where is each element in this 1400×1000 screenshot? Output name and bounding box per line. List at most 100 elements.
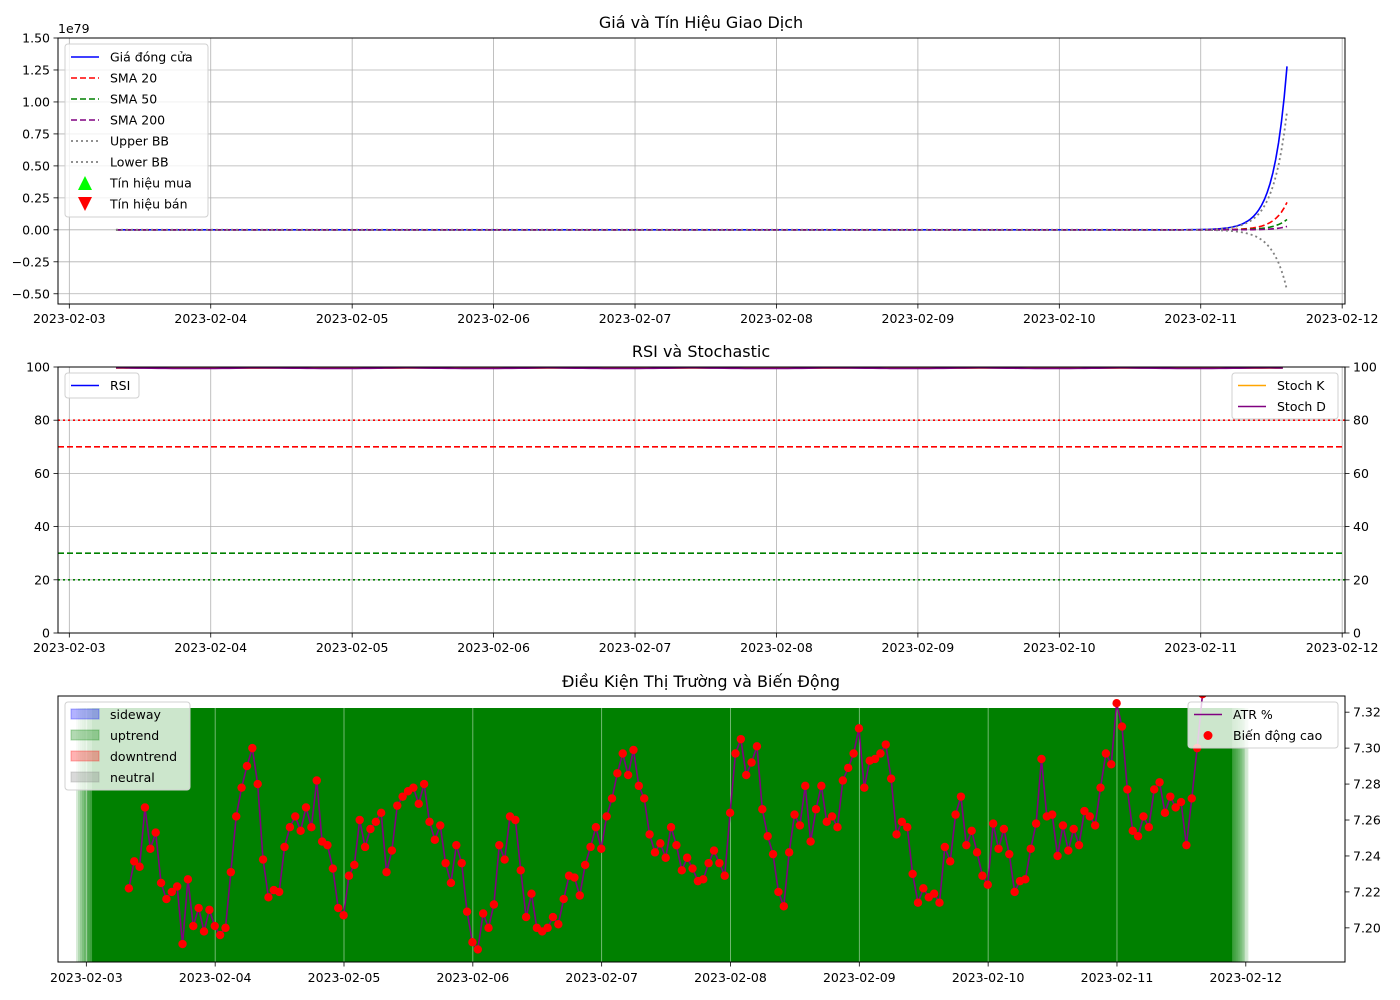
volatility-x-tick-label: 2023-02-03 [50, 970, 123, 985]
high-volatility-point [382, 867, 391, 877]
high-volatility-point [983, 880, 992, 889]
high-volatility-point [1144, 823, 1154, 832]
price-series-line [115, 66, 1288, 231]
high-volatility-point [140, 803, 150, 812]
high-volatility-point [822, 817, 831, 827]
high-volatility-point [323, 840, 332, 850]
high-volatility-point [516, 866, 525, 875]
volatility-x-tick-label: 2023-02-10 [952, 970, 1025, 985]
price-x-tick-label: 2023-02-09 [882, 311, 955, 326]
high-volatility-point [242, 761, 252, 771]
high-volatility-point [709, 846, 719, 855]
volatility-x-tick-label: 2023-02-07 [565, 970, 638, 985]
high-volatility-point [414, 799, 423, 809]
high-volatility-point [511, 815, 520, 825]
high-volatility-point [1123, 785, 1132, 794]
uptrend-band [92, 708, 1233, 962]
high-volatility-point [430, 835, 440, 844]
high-volatility-point [301, 803, 311, 812]
high-volatility-point [597, 844, 606, 853]
high-volatility-point [1096, 783, 1105, 792]
high-volatility-point [205, 905, 214, 915]
high-volatility-point [285, 823, 295, 832]
high-volatility-point [1048, 810, 1057, 819]
price-series-line [115, 111, 1288, 231]
high-volatility-point [1101, 749, 1111, 758]
high-volatility-point [704, 858, 713, 868]
high-volatility-point [151, 828, 160, 837]
high-volatility-point [468, 938, 477, 947]
legend-downtrend-swatch [70, 750, 100, 762]
high-volatility-point [929, 889, 939, 898]
high-volatility-point [715, 858, 724, 868]
legend-close-label: Giá đóng cửa [110, 50, 193, 65]
price-y-tick-label: 0.25 [22, 190, 50, 205]
high-volatility-point [135, 862, 144, 871]
high-volatility-point [495, 840, 504, 850]
uptrend-band-edge [1232, 708, 1241, 962]
oscillator-x-tick-label: 2023-02-10 [1023, 640, 1096, 655]
high-volatility-point [1155, 778, 1164, 787]
price-y-tick-label: 1.00 [22, 94, 50, 109]
oscillator-y2-tick-label: 0 [1353, 626, 1361, 641]
high-volatility-point [784, 848, 794, 857]
volatility-chart-title: Điều Kiện Thị Trường và Biến Động [562, 672, 840, 691]
high-volatility-point [258, 855, 268, 864]
high-volatility-point [790, 810, 799, 819]
high-volatility-point [226, 867, 236, 877]
legend-sma50-label: SMA 50 [110, 92, 157, 107]
high-volatility-point [988, 819, 998, 828]
price-x-tick-label: 2023-02-06 [457, 311, 530, 326]
high-volatility-point [559, 894, 568, 904]
price-series-line [115, 218, 1288, 231]
high-volatility-point [774, 887, 783, 897]
price-y-tick-label: 0.75 [22, 126, 50, 141]
legend-high-volatility-dot-icon [1203, 731, 1213, 740]
high-volatility-point [1005, 849, 1014, 859]
high-volatility-point [1150, 785, 1159, 794]
oscillator-x-tick-label: 2023-02-11 [1164, 640, 1237, 655]
legend-neutral-label: neutral [110, 770, 155, 785]
market-condition-legend: sideway uptrend downtrend neutral [64, 701, 191, 791]
uptrend-band-edge [1232, 708, 1243, 962]
legend-uptrend-swatch [70, 729, 100, 741]
high-volatility-point [124, 884, 134, 893]
high-volatility-point [1085, 812, 1094, 821]
high-volatility-point [248, 743, 257, 753]
price-x-tick-label: 2023-02-11 [1164, 311, 1237, 326]
high-volatility-point [484, 923, 493, 933]
uptrend-band-edge [1232, 708, 1245, 962]
high-volatility-point [919, 884, 928, 893]
high-volatility-point [844, 763, 853, 773]
high-volatility-point [817, 781, 826, 791]
price-y-tick-label: 1.25 [22, 62, 50, 77]
high-volatility-point [189, 921, 198, 931]
legend-buy-label: Tín hiệu mua [109, 176, 192, 191]
high-volatility-point [806, 837, 815, 846]
high-volatility-point [860, 783, 869, 792]
high-volatility-point [221, 923, 230, 933]
high-volatility-point [446, 878, 456, 888]
high-volatility-point [758, 805, 767, 814]
high-volatility-point [183, 875, 193, 884]
high-volatility-point [554, 920, 563, 929]
uptrend-band-edge [1232, 708, 1249, 962]
high-volatility-point [967, 826, 976, 835]
high-volatility-point [586, 842, 595, 852]
high-volatility-point [666, 823, 676, 832]
price-y-tick-label: −0.25 [12, 254, 50, 269]
high-volatility-point [232, 812, 241, 821]
oscillator-y2-tick-label: 80 [1353, 413, 1369, 428]
price-x-tick-label: 2023-02-05 [316, 311, 389, 326]
buy-signal-triangle-up-icon [78, 176, 92, 190]
high-volatility-point [768, 849, 778, 859]
high-volatility-point [1031, 819, 1041, 828]
uptrend-band-edge [88, 708, 93, 962]
high-volatility-point [280, 842, 289, 852]
high-volatility-point [350, 860, 359, 870]
high-volatility-point [334, 903, 343, 913]
high-volatility-point [580, 860, 590, 870]
high-volatility-point [903, 823, 912, 832]
high-volatility-point [725, 808, 735, 818]
